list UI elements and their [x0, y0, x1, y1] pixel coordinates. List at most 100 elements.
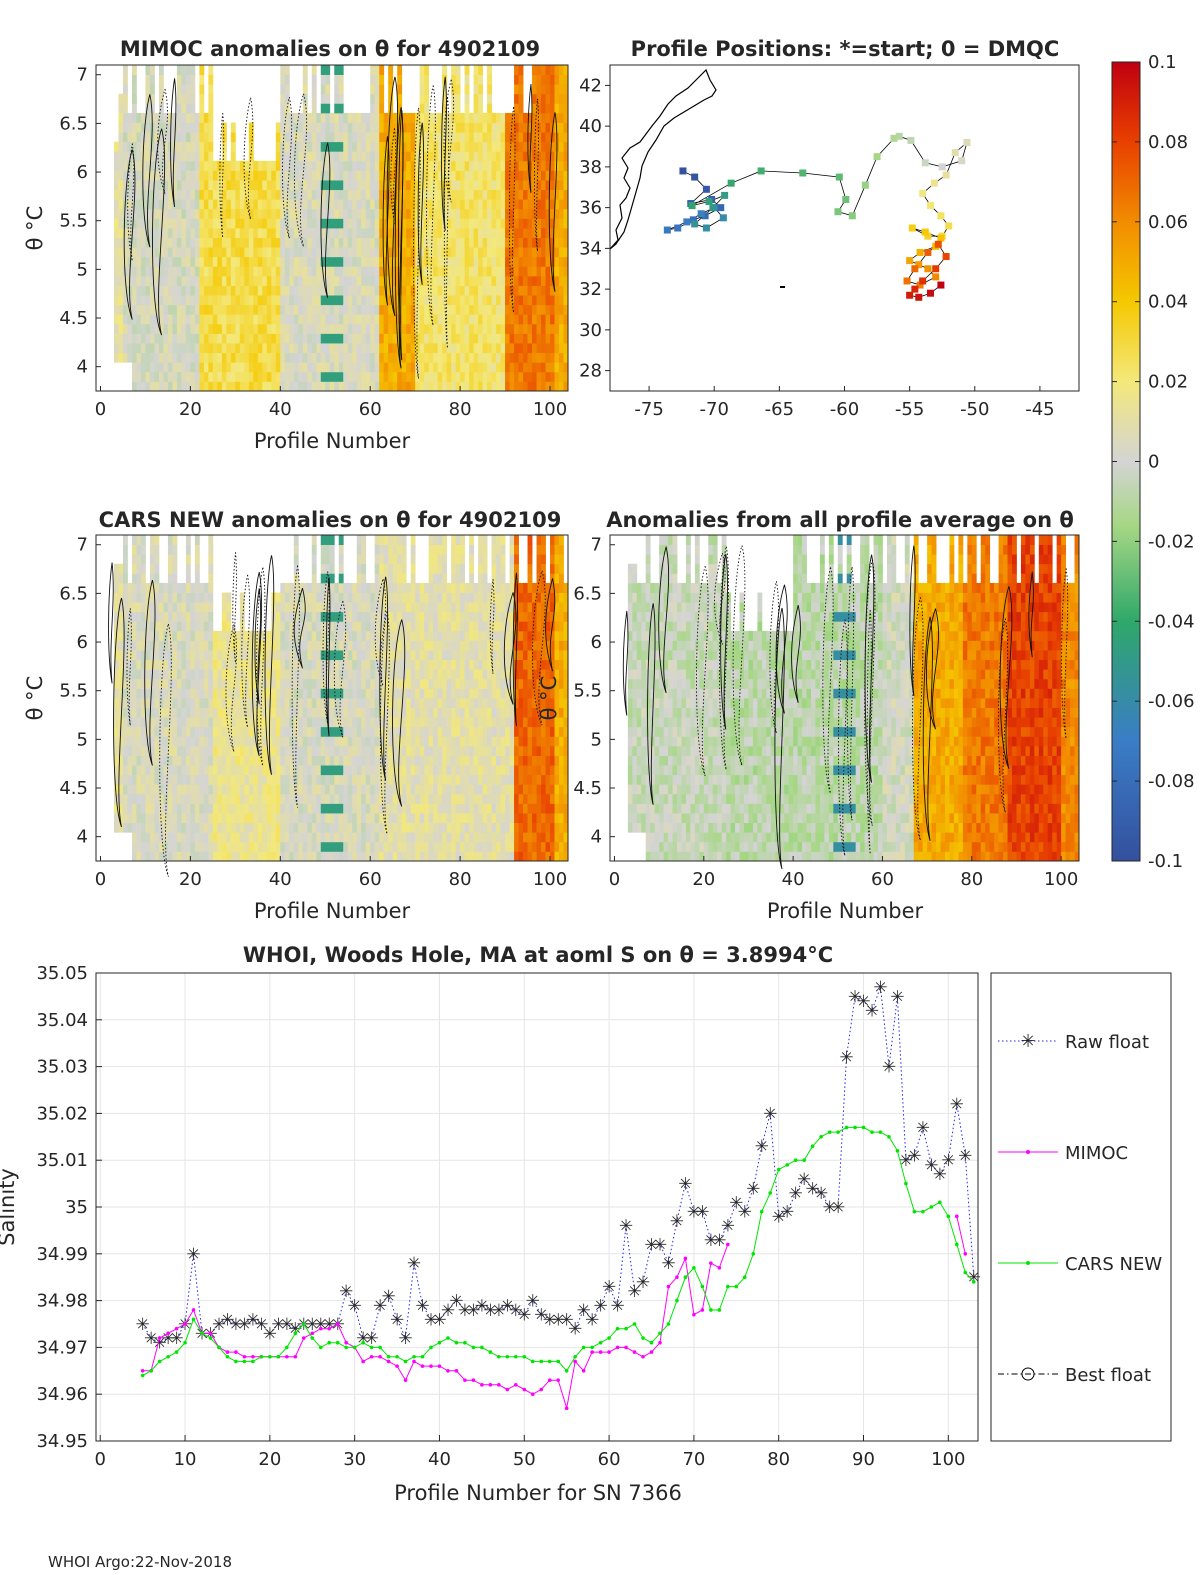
- heatmap-cell: [509, 266, 515, 277]
- heatmap-cell: [262, 803, 268, 814]
- heatmap-cell: [203, 669, 209, 680]
- heatmap-cell: [464, 333, 470, 344]
- heatmap-cell: [514, 266, 519, 277]
- heatmap-cell: [176, 381, 182, 392]
- heatmap-cell: [455, 132, 461, 143]
- heatmap-cell: [149, 266, 155, 277]
- heatmap-cell: [122, 304, 128, 315]
- heatmap-cell: [347, 237, 353, 248]
- heatmap-cell: [212, 678, 218, 689]
- heatmap-cell: [266, 832, 272, 843]
- heatmap-cell: [136, 717, 142, 728]
- heatmap-cell: [185, 218, 191, 229]
- heatmap-cell: [212, 813, 218, 824]
- heatmap-cell: [181, 381, 187, 392]
- heatmap-cell: [428, 285, 434, 296]
- heatmap-cell: [329, 544, 335, 555]
- heatmap-cell: [482, 266, 488, 277]
- heatmap-cell: [226, 189, 232, 200]
- heatmap-cell: [275, 640, 281, 651]
- colorbar-tick-label: 0.1: [1148, 52, 1177, 73]
- heatmap-cell: [113, 563, 119, 574]
- heatmap-cell: [424, 103, 430, 114]
- heatmap-cell: [167, 659, 173, 670]
- heatmap-cell: [370, 851, 376, 862]
- heatmap-cell: [257, 717, 263, 728]
- heatmap-cell: [347, 698, 353, 708]
- heatmap-cell: [194, 582, 200, 593]
- heatmap-cell: [185, 93, 191, 104]
- heatmap-cell: [145, 803, 151, 814]
- heatmap-cell: [401, 247, 407, 258]
- heatmap-cell: [365, 352, 371, 363]
- heatmap-cell: [446, 362, 452, 373]
- heatmap-cell: [347, 832, 353, 843]
- heatmap-cell: [158, 218, 164, 229]
- heatmap-cell: [316, 822, 322, 833]
- heatmap-cell: [131, 621, 137, 632]
- heatmap-cell: [541, 189, 546, 200]
- heatmap-cell: [185, 103, 191, 114]
- heatmap-cell: [514, 122, 519, 133]
- heatmap-cell: [271, 285, 277, 296]
- heatmap-cell: [140, 122, 146, 133]
- heatmap-cell: [194, 554, 200, 565]
- heatmap-cell: [532, 103, 537, 114]
- heatmap-cell: [523, 247, 528, 258]
- heatmap-cell: [293, 803, 299, 814]
- heatmap-cell: [244, 755, 250, 766]
- heatmap-cell: [208, 793, 214, 804]
- heatmap-cell: [113, 650, 119, 661]
- heatmap-cell: [253, 295, 259, 306]
- heatmap-cell: [113, 669, 119, 680]
- heatmap-cell: [199, 132, 205, 143]
- heatmap-cell: [140, 381, 146, 392]
- heatmap-cell: [167, 371, 173, 382]
- heatmap-cell: [311, 707, 317, 718]
- heatmap-cell: [379, 237, 385, 248]
- heatmap-cell: [302, 247, 308, 258]
- heatmap-cell: [316, 745, 322, 756]
- heatmap-cell: [122, 84, 128, 95]
- heatmap-cell: [361, 237, 367, 248]
- profile-position-marker: [727, 179, 735, 187]
- heatmap-cell: [311, 640, 317, 651]
- heatmap-cell: [185, 573, 191, 584]
- heatmap-cell: [437, 314, 443, 325]
- heatmap-cell: [469, 189, 474, 200]
- heatmap-cell: [266, 275, 272, 286]
- heatmap-cell: [455, 314, 461, 325]
- heatmap-cell: [469, 285, 474, 296]
- heatmap-cell: [352, 621, 358, 632]
- heatmap-cell: [154, 247, 160, 258]
- heatmap-cell: [163, 592, 169, 603]
- heatmap-cell: [289, 275, 295, 286]
- heatmap-cell: [302, 160, 308, 171]
- heatmap-cell: [212, 659, 218, 670]
- heatmap-cell: [424, 93, 430, 104]
- heatmap-cell: [136, 592, 142, 603]
- heatmap-cell: [235, 266, 241, 277]
- heatmap-cell: [235, 381, 241, 392]
- heatmap-cell: [347, 765, 353, 776]
- heatmap-cell: [329, 189, 335, 200]
- heatmap-cell: [226, 736, 232, 747]
- heatmap-cell: [478, 314, 483, 325]
- heatmap-cell: [415, 199, 421, 210]
- heatmap-cell: [154, 678, 160, 689]
- heatmap-cell: [482, 122, 488, 133]
- heatmap-cell: [356, 554, 362, 565]
- heatmap-cell: [518, 352, 524, 363]
- heatmap-cell: [406, 266, 412, 277]
- profile-position-marker: [903, 277, 911, 285]
- heatmap-cell: [212, 362, 218, 373]
- heatmap-cell: [176, 160, 182, 171]
- heatmap-cell: [298, 266, 304, 277]
- heatmap-cell: [370, 726, 376, 737]
- heatmap-cell: [199, 228, 205, 238]
- heatmap-cell: [415, 256, 421, 267]
- heatmap-cell: [199, 103, 205, 114]
- heatmap-cell: [271, 381, 277, 392]
- heatmap-cell: [275, 659, 281, 670]
- heatmap-cell: [325, 813, 331, 824]
